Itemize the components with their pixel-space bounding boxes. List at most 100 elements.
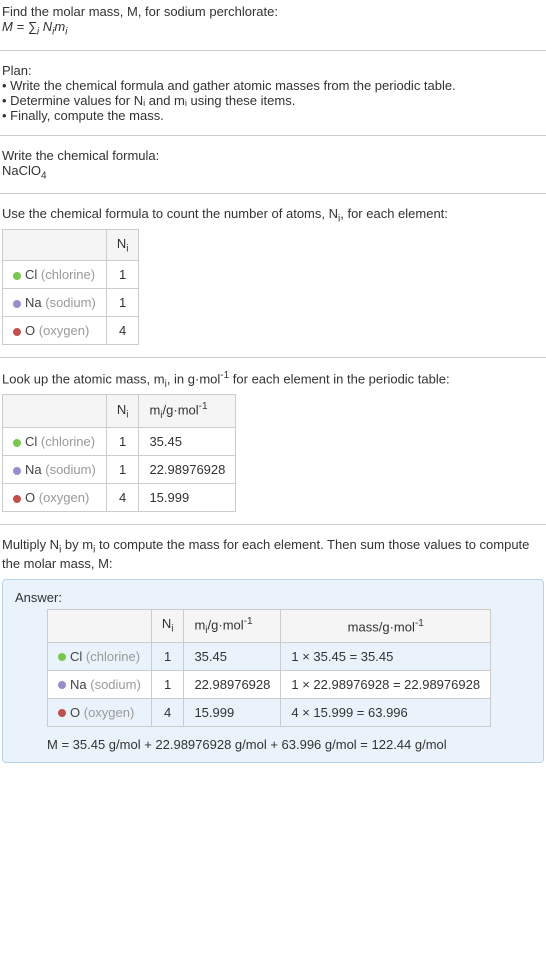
intro-formula: M = ∑i Nimi — [2, 19, 544, 38]
plan-item: • Determine values for Nᵢ and mᵢ using t… — [2, 93, 544, 108]
element-symbol: Na — [25, 462, 42, 477]
step3-heading: Look up the atomic mass, mi, in g·mol-1 … — [2, 370, 544, 390]
step1-heading: Write the chemical formula: — [2, 148, 544, 163]
divider — [0, 357, 546, 358]
element-symbol: Cl — [25, 434, 37, 449]
mi-cell: 15.999 — [184, 698, 281, 726]
mi-cell: 22.98976928 — [139, 456, 236, 484]
plan-section: Plan: • Write the chemical formula and g… — [0, 59, 546, 127]
table-header-mi: mi/g·mol-1 — [139, 395, 236, 428]
element-dot — [13, 300, 21, 308]
element-dot — [13, 439, 21, 447]
answer-table: Ni mi/g·mol-1 mass/g·mol-1 Cl (chlorine)… — [47, 609, 491, 727]
element-name: (oxygen) — [39, 323, 90, 338]
mi-cell: 35.45 — [184, 642, 281, 670]
element-dot — [13, 272, 21, 280]
element-symbol: Cl — [70, 649, 82, 664]
table-row: Na (sodium) 1 22.98976928 — [3, 456, 236, 484]
table-row: Na (sodium) 1 — [3, 289, 139, 317]
mass-cell: 1 × 35.45 = 35.45 — [281, 642, 491, 670]
element-name: (chlorine) — [86, 649, 140, 664]
element-symbol: Na — [25, 295, 42, 310]
element-dot — [13, 467, 21, 475]
table-row: O (oxygen) 4 15.999 4 × 15.999 = 63.996 — [48, 698, 491, 726]
divider — [0, 524, 546, 525]
element-symbol: O — [25, 323, 35, 338]
mass-cell: 4 × 15.999 = 63.996 — [281, 698, 491, 726]
table-header-row: Ni mi/g·mol-1 — [3, 395, 236, 428]
step2-table: Ni Cl (chlorine) 1 Na (sodium) 1 O (oxyg… — [2, 229, 139, 346]
element-cell: Cl (chlorine) — [3, 428, 107, 456]
step3-table: Ni mi/g·mol-1 Cl (chlorine) 1 35.45 Na (… — [2, 394, 236, 512]
step4-heading: Multiply Ni by mi to compute the mass fo… — [2, 537, 544, 571]
element-name: (sodium) — [45, 295, 96, 310]
element-dot — [58, 681, 66, 689]
table-row: O (oxygen) 4 — [3, 317, 139, 345]
table-header-mi: mi/g·mol-1 — [184, 609, 281, 642]
element-dot — [58, 709, 66, 717]
element-dot — [13, 328, 21, 336]
element-symbol: O — [70, 705, 80, 720]
element-symbol: Cl — [25, 267, 37, 282]
divider — [0, 135, 546, 136]
table-header-ni: Ni — [151, 609, 184, 642]
answer-label: Answer: — [15, 590, 531, 605]
table-row: O (oxygen) 4 15.999 — [3, 484, 236, 512]
ni-cell: 1 — [106, 456, 139, 484]
intro-section: Find the molar mass, M, for sodium perch… — [0, 0, 546, 42]
divider — [0, 50, 546, 51]
element-name: (oxygen) — [39, 490, 90, 505]
ni-cell: 1 — [106, 428, 139, 456]
mi-cell: 35.45 — [139, 428, 236, 456]
table-header-row: Ni — [3, 229, 139, 261]
element-cell: Cl (chlorine) — [3, 261, 107, 289]
table-row: Cl (chlorine) 1 35.45 1 × 35.45 = 35.45 — [48, 642, 491, 670]
element-name: (sodium) — [45, 462, 96, 477]
plan-item: • Finally, compute the mass. — [2, 108, 544, 123]
element-cell: O (oxygen) — [48, 698, 152, 726]
element-cell: Na (sodium) — [3, 289, 107, 317]
plan-item: • Write the chemical formula and gather … — [2, 78, 544, 93]
element-dot — [13, 495, 21, 503]
ni-cell: 1 — [106, 289, 139, 317]
ni-cell: 4 — [106, 317, 139, 345]
element-dot — [58, 653, 66, 661]
element-cell: O (oxygen) — [3, 317, 107, 345]
ni-cell: 1 — [106, 261, 139, 289]
table-row: Cl (chlorine) 1 — [3, 261, 139, 289]
table-header-ni: Ni — [106, 395, 139, 428]
divider — [0, 193, 546, 194]
element-name: (chlorine) — [41, 434, 95, 449]
table-header-mass: mass/g·mol-1 — [281, 609, 491, 642]
mi-cell: 22.98976928 — [184, 670, 281, 698]
ni-cell: 1 — [151, 670, 184, 698]
ni-cell: 1 — [151, 642, 184, 670]
ni-cell: 4 — [151, 698, 184, 726]
final-answer: M = 35.45 g/mol + 22.98976928 g/mol + 63… — [47, 737, 531, 752]
table-row: Na (sodium) 1 22.98976928 1 × 22.9897692… — [48, 670, 491, 698]
plan-heading: Plan: — [2, 63, 544, 78]
ni-cell: 4 — [106, 484, 139, 512]
table-header-ni: Ni — [106, 229, 139, 261]
table-row: Cl (chlorine) 1 35.45 — [3, 428, 236, 456]
step4-section: Multiply Ni by mi to compute the mass fo… — [0, 533, 546, 575]
mass-cell: 1 × 22.98976928 = 22.98976928 — [281, 670, 491, 698]
step1-section: Write the chemical formula: NaClO4 — [0, 144, 546, 186]
element-symbol: Na — [70, 677, 87, 692]
step1-formula: NaClO4 — [2, 163, 544, 182]
mi-cell: 15.999 — [139, 484, 236, 512]
intro-line1: Find the molar mass, M, for sodium perch… — [2, 4, 544, 19]
table-header-blank — [3, 229, 107, 261]
element-symbol: O — [25, 490, 35, 505]
element-name: (oxygen) — [84, 705, 135, 720]
step2-heading: Use the chemical formula to count the nu… — [2, 206, 544, 225]
table-header-row: Ni mi/g·mol-1 mass/g·mol-1 — [48, 609, 491, 642]
answer-box: Answer: Ni mi/g·mol-1 mass/g·mol-1 Cl (c… — [2, 579, 544, 763]
element-cell: O (oxygen) — [3, 484, 107, 512]
element-name: (sodium) — [90, 677, 141, 692]
table-header-blank — [48, 609, 152, 642]
table-header-blank — [3, 395, 107, 428]
element-cell: Cl (chlorine) — [48, 642, 152, 670]
element-cell: Na (sodium) — [3, 456, 107, 484]
element-cell: Na (sodium) — [48, 670, 152, 698]
